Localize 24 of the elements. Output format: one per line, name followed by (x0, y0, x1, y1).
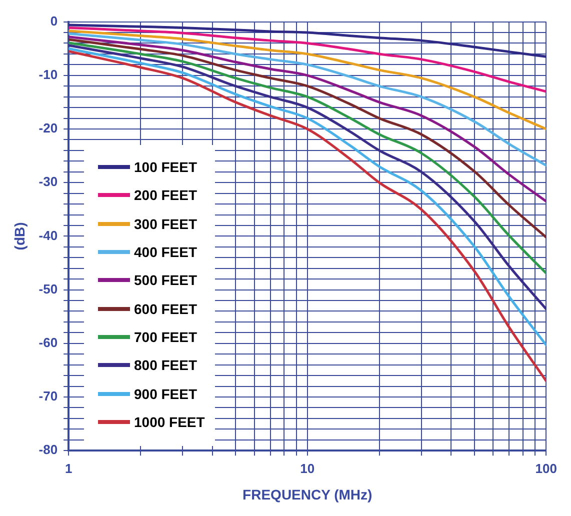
x-tick-label: 1 (64, 460, 72, 476)
y-tick-label: 0 (50, 13, 58, 28)
legend-label: 900 FEET (134, 386, 198, 402)
legend-label: 200 FEET (134, 187, 198, 204)
legend-label: 1000 FEET (134, 414, 205, 430)
x-tick-label: 100 (535, 460, 558, 476)
y-tick-label: -70 (38, 388, 58, 404)
y-tick-label: -50 (38, 281, 58, 296)
legend-label: 500 FEET (134, 272, 198, 288)
y-tick-label: -40 (38, 228, 58, 243)
y-tick-label: -30 (38, 174, 58, 190)
legend-label: 800 FEET (134, 357, 198, 374)
y-axis-title: (dB) (11, 222, 28, 250)
legend-label: 600 FEET (134, 300, 198, 317)
y-tick-label: -80 (38, 442, 58, 458)
legend-label: 400 FEET (134, 244, 198, 260)
x-tick-label: 10 (300, 460, 315, 476)
legend-label: 100 FEET (134, 159, 198, 176)
y-tick-label: -10 (38, 66, 58, 82)
legend-label: 300 FEET (134, 216, 198, 232)
legend-label: 700 FEET (134, 328, 198, 345)
x-axis-title: FREQUENCY (MHz) (242, 486, 372, 502)
y-tick-label: -20 (38, 120, 58, 136)
y-tick-label: -60 (38, 334, 58, 350)
